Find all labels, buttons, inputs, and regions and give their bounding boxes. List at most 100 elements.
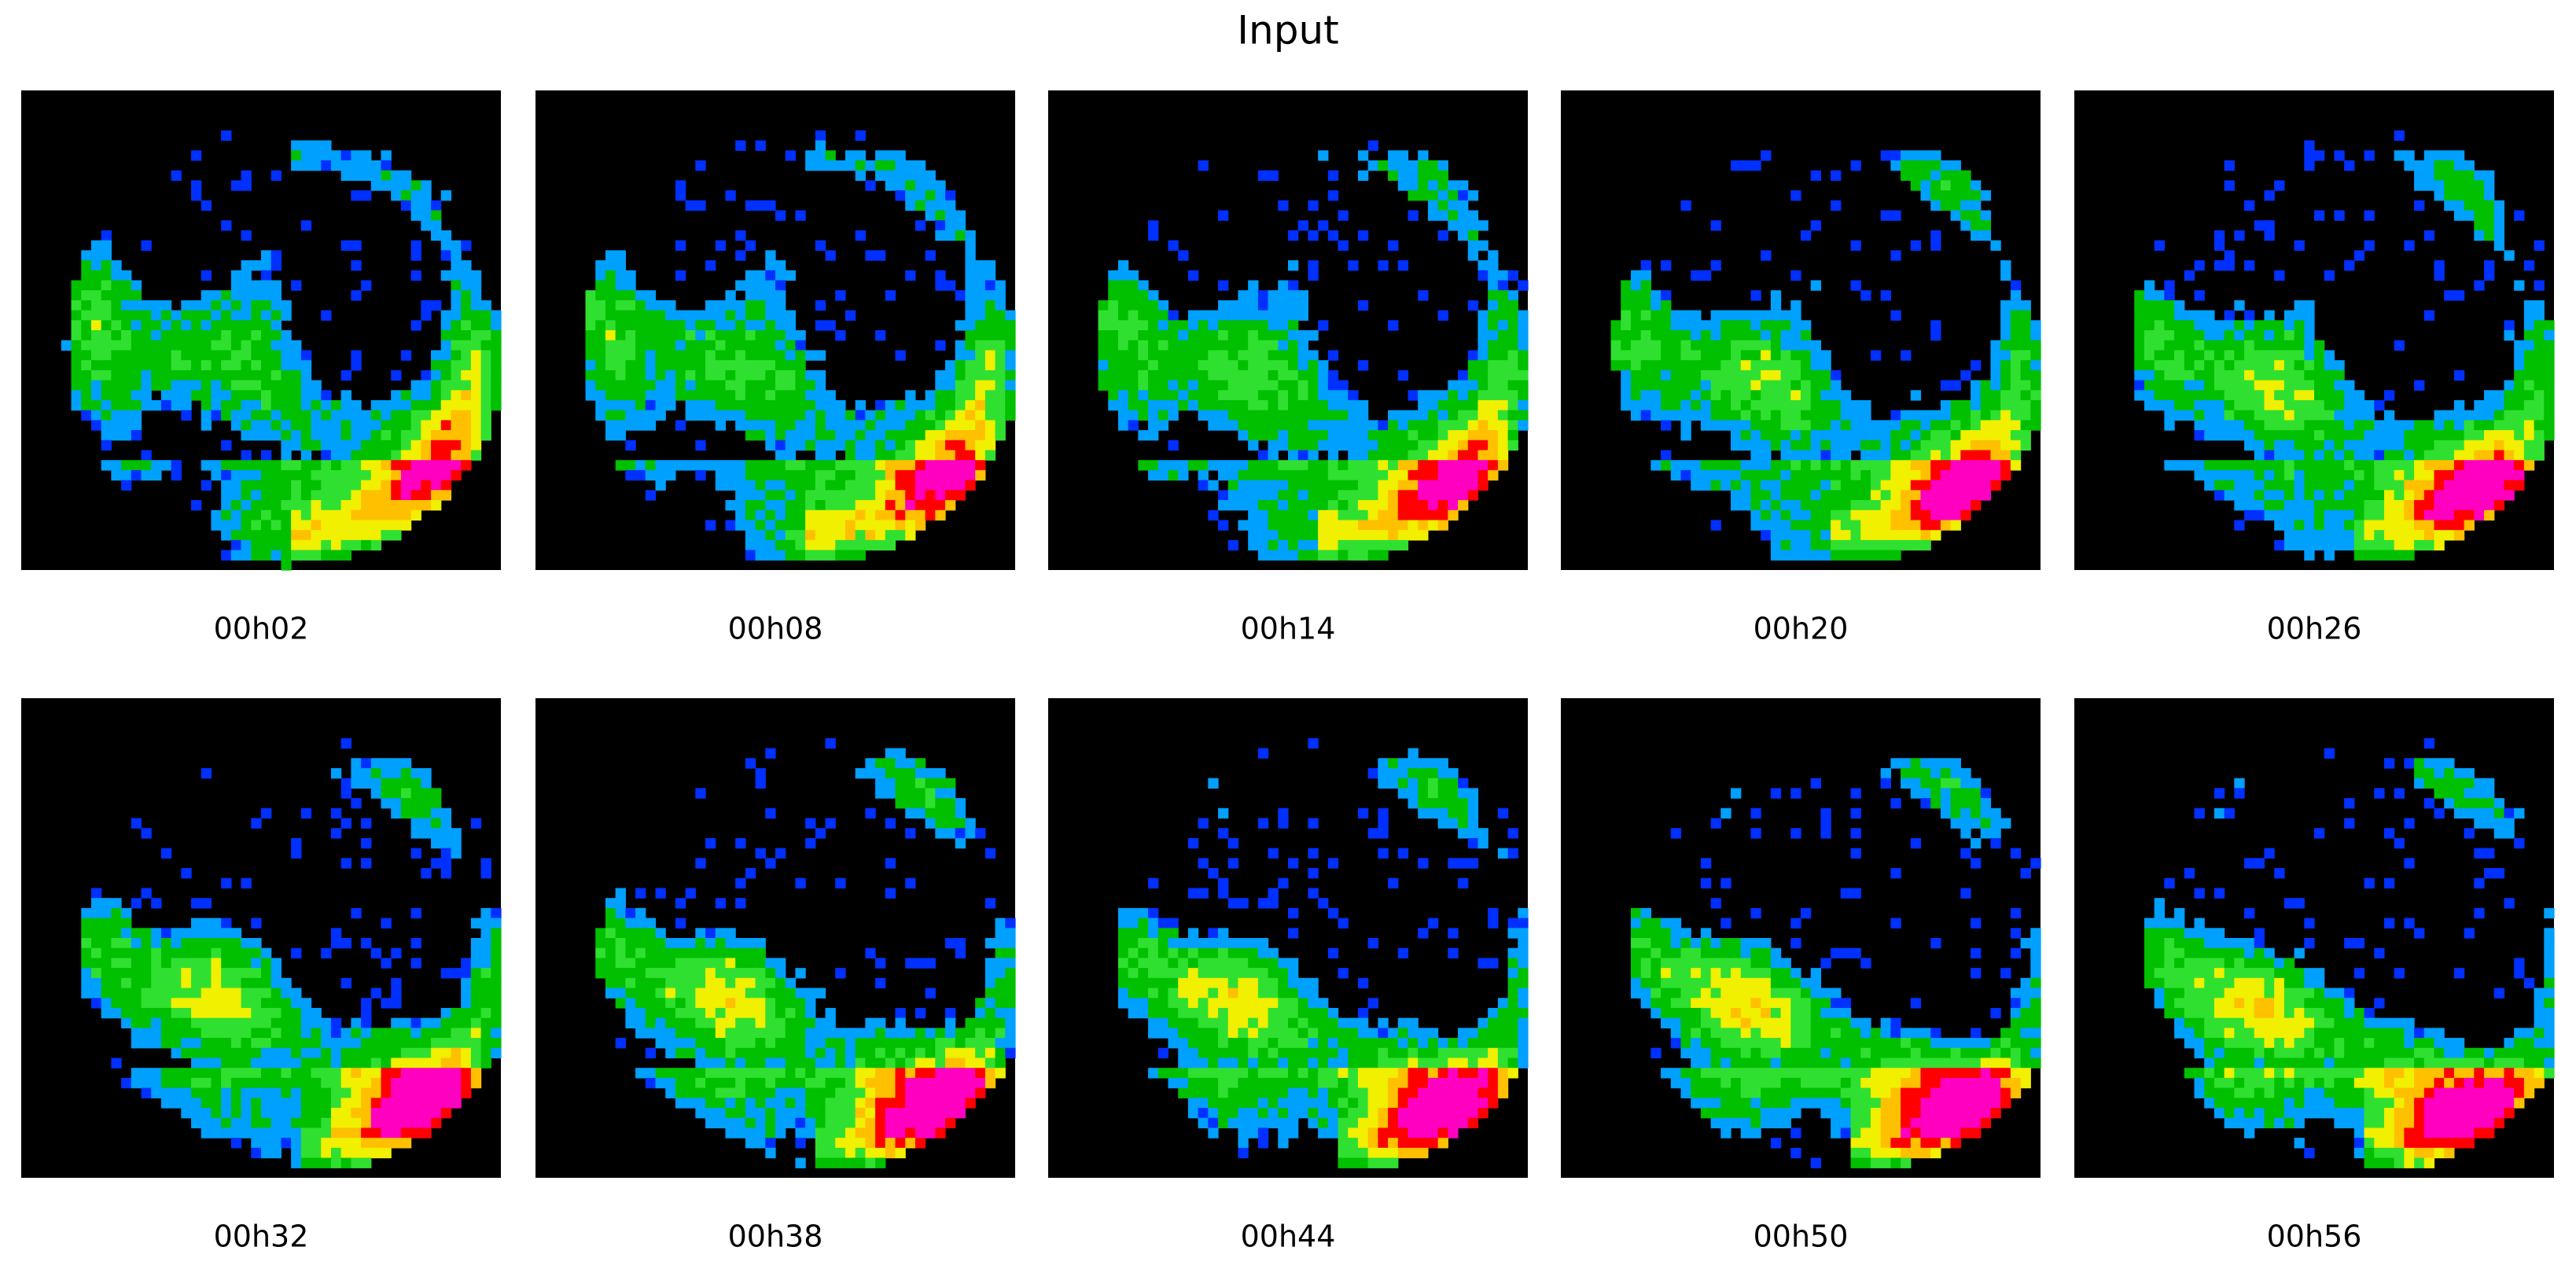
radar-pixel [2364,550,2375,561]
radar-pixel [1238,520,1249,531]
radar-pixel [330,460,342,471]
radar-pixel [400,1127,412,1138]
radar-pixel [480,938,491,949]
radar-pixel [151,330,162,341]
radar-pixel [361,1098,372,1109]
radar-pixel [160,300,172,311]
radar-pixel [895,430,906,441]
radar-pixel [1950,420,1961,431]
radar-pixel [2234,490,2245,501]
radar-pixel [2404,490,2415,501]
radar-pixel [1940,520,1952,531]
radar-pixel [1257,460,1269,471]
radar-pixel [2304,390,2315,401]
radar-pixel [975,410,986,421]
radar-pixel [321,310,332,321]
radar-pixel [270,480,282,491]
radar-pixel [815,530,826,541]
radar-pixel [230,320,242,331]
radar-pixel [251,420,262,431]
radar-pixel [330,928,342,939]
radar-pixel [1497,310,1509,321]
radar-pixel [2504,410,2515,421]
radar-pixel [605,420,616,431]
radar-pixel [1187,399,1199,411]
radar-pixel [1327,509,1339,521]
radar-pixel [431,480,442,491]
radar-pixel [1650,460,1662,471]
radar-pixel [745,240,756,251]
radar-pixel [440,270,452,281]
radar-pixel [340,530,351,541]
radar-pixel [2174,360,2185,371]
radar-pixel [71,399,82,411]
radar-pixel [755,399,766,411]
radar-pixel [480,360,491,371]
radar-pixel [845,550,856,561]
radar-pixel [1288,370,1299,381]
radar-pixel [1238,469,1249,481]
radar-pixel [2244,360,2255,371]
radar-pixel [1327,480,1339,491]
radar-pixel [221,1117,232,1129]
radar-pixel [1327,539,1339,551]
radar-pixel [171,460,182,471]
radar-pixel [2514,450,2525,461]
radar-pixel [1408,190,1419,201]
radar-pixel [2234,350,2245,361]
radar-pixel [421,1108,432,1119]
radar-pixel [935,410,946,421]
radar-pixel [1218,300,1229,311]
radar-pixel [2423,500,2435,511]
radar-pixel [300,1117,312,1129]
radar-pixel [2134,380,2145,391]
radar-pixel [1661,300,1672,311]
radar-pixel [1831,550,1842,561]
radar-pixel [1870,509,1882,521]
radar-pixel [230,420,242,431]
radar-pixel [491,1047,502,1059]
radar-pixel [745,550,756,561]
radar-pixel [2264,399,2275,411]
radar-pixel [2453,480,2465,491]
radar-pixel [2224,370,2235,381]
radar-pixel [2474,490,2485,501]
radar-pixel [1731,420,1742,431]
radar-pixel [785,380,797,391]
radar-pixel [1288,469,1299,481]
radar-pixel [131,938,142,949]
radar-pixel [1670,370,1682,381]
radar-pixel [101,310,112,321]
radar-pixel [2324,500,2335,511]
radar-pixel [2144,300,2155,311]
radar-pixel [995,330,1006,341]
radar-pixel [2254,420,2265,431]
radar-pixel [1268,490,1279,501]
radar-pixel [251,509,262,521]
radar-pixel [230,490,242,501]
radar-pixel [1630,340,1642,351]
radar-pixel [400,1087,412,1098]
radar-pixel [1930,420,1941,431]
radar-pixel [1670,330,1682,341]
radar-pixel [1397,160,1409,171]
radar-pixel [340,1038,351,1049]
radar-pixel [181,947,192,959]
radar-pixel [1138,340,1149,351]
radar-pixel [251,1017,262,1028]
radar-pixel [1930,500,1941,511]
radar-pixel [370,1077,382,1089]
radar-pixel [1178,340,1189,351]
radar-pixel [984,330,996,341]
radar-pixel [1621,330,1632,341]
radar-pixel [330,490,342,501]
radar-pixel [361,460,372,471]
radar-pixel [685,200,696,212]
radar-pixel [1971,399,1982,411]
radar-pixel [270,420,282,431]
radar-pixel [211,918,222,929]
radar-pixel [1621,320,1632,331]
radar-pixel [1357,410,1369,421]
radar-pixel [270,410,282,421]
radar-pixel [321,947,332,959]
